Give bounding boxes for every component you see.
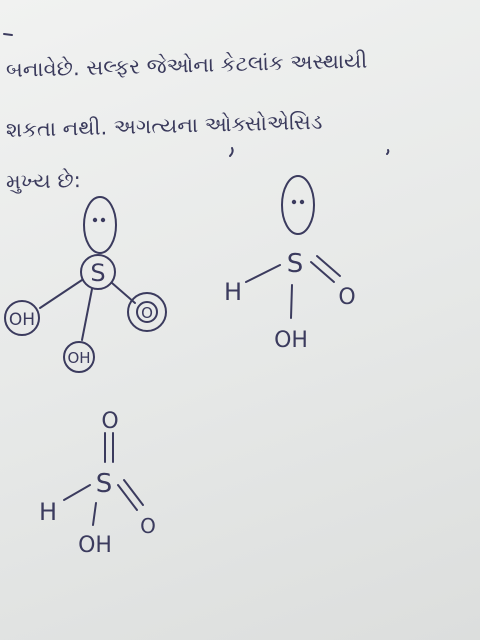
- structure-3: O S H OH O: [39, 409, 156, 558]
- structure-1: S OH OH O: [4, 196, 167, 373]
- double-bond-right-2: [123, 479, 144, 506]
- double-bond-1: [310, 261, 335, 283]
- lone-pair-dot: [299, 199, 305, 205]
- atom-h: H: [224, 278, 242, 306]
- atom-o-inner-ring: [136, 301, 158, 323]
- atom-oh: OH: [78, 533, 112, 558]
- atom-o-right: O: [141, 304, 153, 322]
- atom-o-top: O: [101, 409, 118, 434]
- lone-pair-dot: [291, 199, 297, 205]
- bond: [63, 484, 91, 501]
- double-bond-2: [316, 255, 341, 277]
- atom-circle-s: [80, 254, 116, 290]
- bond: [245, 264, 281, 283]
- atom-s: S: [90, 259, 105, 287]
- atom-circle-oh-left: [4, 300, 40, 336]
- lone-pair-lobe: [281, 175, 315, 235]
- atom-circle-oh-bottom: [63, 341, 95, 373]
- atom-circle-o-right: [127, 292, 167, 332]
- lone-pair-dot: [100, 217, 106, 223]
- lone-pair-dot: [92, 217, 98, 223]
- bond: [92, 502, 97, 526]
- structure-2: S H OH O: [224, 175, 356, 353]
- margin-mark: [3, 33, 13, 36]
- atom-oh-left: OH: [9, 310, 35, 330]
- atom-s: S: [287, 249, 304, 279]
- bond: [290, 284, 293, 319]
- atom-oh-bottom: OH: [67, 349, 90, 367]
- bond: [81, 288, 93, 341]
- bond: [111, 282, 136, 304]
- atom-oh: OH: [274, 328, 308, 353]
- bond: [39, 279, 83, 309]
- atom-h: H: [39, 498, 57, 526]
- atom-s: S: [96, 469, 113, 499]
- ink-mark: [229, 147, 234, 157]
- atom-o: O: [338, 285, 355, 310]
- double-bond-right-1: [117, 484, 138, 511]
- lone-pair-lobe: [83, 196, 117, 254]
- atom-o-right: O: [140, 514, 156, 538]
- ink-mark-2: [386, 149, 390, 155]
